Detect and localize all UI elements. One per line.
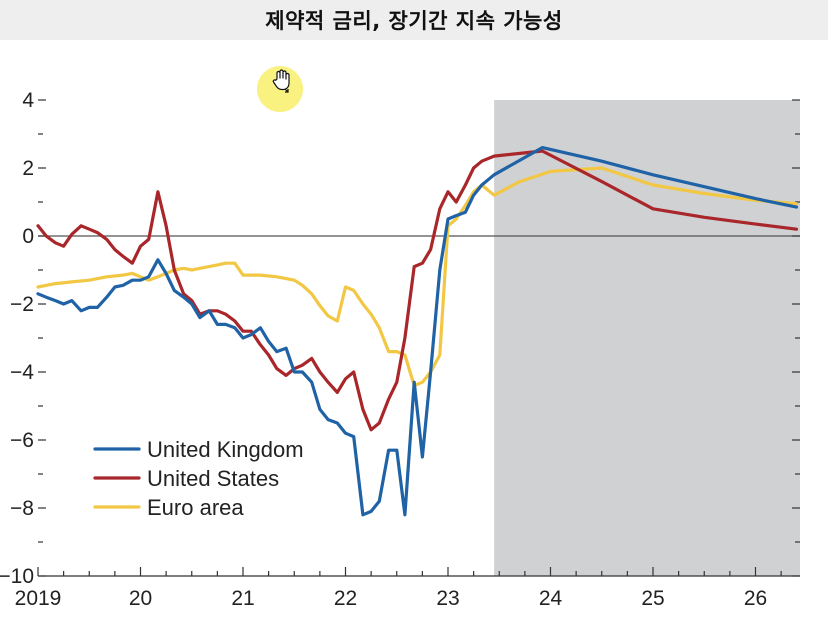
page-title: 제약적 금리, 장기간 지속 가능성	[265, 9, 563, 33]
y-tick-label: 2	[22, 157, 34, 180]
title-bar: 제약적 금리, 장기간 지속 가능성	[0, 0, 828, 40]
forecast-shaded-region-layer	[494, 100, 800, 576]
y-tick-label: 4	[22, 89, 34, 112]
x-tick-label: 22	[334, 587, 357, 610]
cursor-highlight	[257, 66, 303, 112]
x-tick-label: 26	[744, 587, 767, 610]
x-tick-label: 24	[539, 587, 563, 610]
series-layer	[36, 146, 799, 517]
x-tick-label: 21	[231, 587, 254, 610]
x-tick-label: 25	[641, 587, 664, 610]
legend-label-united-states: United States	[147, 466, 279, 491]
y-tick-label: −8	[10, 497, 34, 520]
series-line-united-kingdom	[36, 146, 799, 517]
y-tick-label: −10	[0, 565, 34, 588]
series-line-united-states	[36, 149, 799, 432]
legend: United Kingdom United States Euro area	[93, 437, 304, 520]
hand-cursor-icon	[272, 69, 290, 93]
legend-label-united-kingdom: United Kingdom	[147, 437, 304, 462]
legend-label-euro-area: Euro area	[147, 495, 244, 520]
forecast-shaded-region	[494, 100, 800, 576]
x-tick-label: 2019	[15, 587, 62, 610]
y-tick-label: −2	[10, 293, 34, 316]
x-tick-label: 20	[129, 587, 152, 610]
y-tick-label: −4	[10, 361, 34, 384]
x-tick-label: 23	[436, 587, 459, 610]
y-tick-label: −6	[10, 429, 34, 452]
y-tick-label: 0	[22, 225, 34, 248]
